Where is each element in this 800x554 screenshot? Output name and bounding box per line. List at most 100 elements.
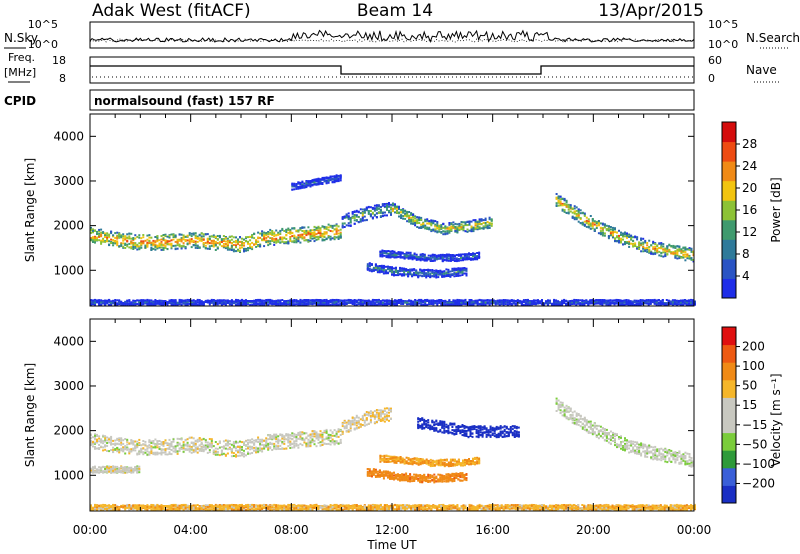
data-pixel	[583, 213, 586, 216]
data-pixel	[323, 236, 326, 238]
data-pixel	[466, 258, 468, 261]
data-pixel	[152, 242, 155, 245]
data-pixel	[628, 233, 631, 236]
data-pixel	[385, 252, 388, 255]
data-pixel	[210, 301, 213, 304]
data-pixel	[186, 242, 189, 245]
data-pixel	[277, 299, 280, 302]
data-pixel	[259, 243, 262, 246]
data-pixel	[423, 259, 426, 262]
data-pixel	[245, 301, 247, 304]
data-pixel	[224, 299, 227, 302]
data-pixel	[432, 302, 435, 305]
data-pixel	[295, 229, 298, 232]
data-pixel	[138, 242, 141, 245]
data-pixel	[373, 213, 376, 216]
data-pixel	[684, 253, 687, 256]
data-pixel	[652, 246, 655, 249]
data-pixel	[190, 302, 193, 305]
data-pixel	[605, 303, 608, 306]
data-pixel	[668, 243, 671, 246]
data-pixel	[371, 301, 374, 304]
data-pixel	[214, 249, 217, 251]
data-pixel	[545, 302, 547, 305]
data-pixel	[198, 299, 201, 301]
data-pixel	[455, 260, 458, 263]
data-pixel	[436, 222, 439, 225]
data-pixel	[465, 267, 468, 270]
data-pixel	[301, 185, 304, 187]
data-pixel	[283, 237, 286, 240]
data-pixel	[557, 303, 560, 306]
data-pixel	[325, 179, 328, 182]
data-pixel	[168, 243, 171, 246]
data-pixel	[204, 244, 207, 247]
data-pixel	[291, 299, 294, 302]
data-pixel	[462, 224, 465, 227]
data-pixel	[555, 303, 558, 306]
data-pixel	[100, 299, 103, 302]
data-pixel	[476, 227, 479, 230]
data-pixel	[293, 303, 296, 306]
data-pixel	[243, 250, 245, 253]
data-pixel	[194, 232, 197, 235]
data-pixel	[355, 214, 358, 217]
data-pixel	[361, 211, 364, 214]
data-pixel	[182, 242, 185, 245]
data-pixel	[104, 303, 107, 306]
data-pixel	[299, 298, 302, 301]
data-pixel	[118, 301, 121, 304]
data-pixel	[152, 303, 155, 306]
data-pixel	[599, 300, 602, 303]
data-pixel	[389, 270, 391, 273]
data-pixel	[319, 232, 322, 235]
data-pixel	[98, 228, 101, 231]
data-pixel	[371, 299, 374, 302]
data-pixel	[142, 299, 145, 302]
data-pixel	[285, 303, 288, 305]
data-pixel	[359, 299, 362, 302]
data-pixel	[591, 299, 594, 301]
data-pixel	[353, 302, 356, 305]
data-pixel	[442, 233, 445, 236]
data-pixel	[391, 252, 394, 255]
data-pixel	[393, 253, 396, 256]
data-pixel	[174, 302, 177, 305]
data-pixel	[144, 246, 147, 249]
data-pixel	[478, 221, 481, 224]
data-pixel	[132, 241, 135, 244]
data-pixel	[216, 303, 219, 306]
data-pixel	[339, 234, 342, 237]
data-pixel	[394, 302, 396, 305]
data-pixel	[390, 203, 392, 206]
data-pixel	[664, 251, 667, 254]
data-pixel	[622, 232, 624, 235]
data-pixel	[655, 299, 658, 302]
data-pixel	[283, 301, 286, 304]
data-pixel	[249, 245, 252, 248]
data-pixel	[261, 238, 264, 241]
data-pixel	[303, 299, 306, 301]
data-pixel	[156, 238, 159, 241]
data-pixel	[273, 303, 276, 305]
data-pixel	[329, 301, 332, 303]
data-pixel	[428, 228, 431, 231]
data-pixel	[607, 227, 610, 230]
data-pixel	[426, 218, 429, 221]
data-pixel	[620, 231, 622, 234]
data-pixel	[393, 254, 396, 257]
data-pixel	[559, 198, 562, 201]
beam-label: Beam 14	[357, 1, 433, 21]
data-pixel	[116, 244, 119, 247]
data-pixel	[305, 232, 308, 235]
data-pixel	[461, 267, 464, 270]
data-pixel	[463, 267, 466, 270]
data-pixel	[180, 238, 183, 241]
data-pixel	[450, 228, 453, 231]
data-pixel	[321, 225, 324, 228]
data-pixel	[639, 301, 642, 304]
data-pixel	[459, 270, 462, 273]
data-pixel	[224, 237, 227, 240]
data-pixel	[411, 256, 414, 259]
